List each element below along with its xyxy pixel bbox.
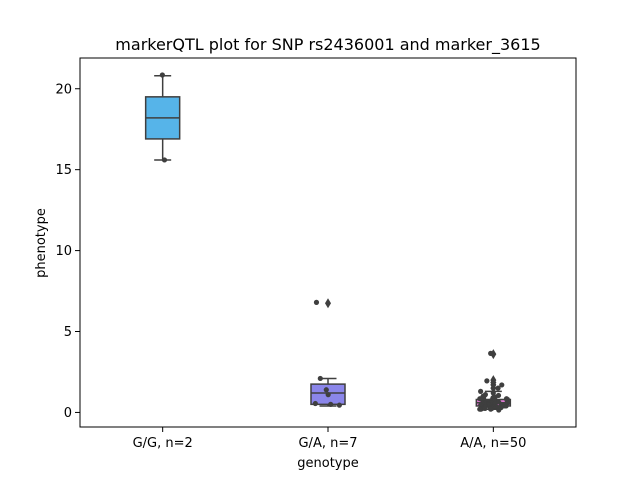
data-point xyxy=(495,385,501,391)
data-point xyxy=(488,350,494,356)
y-tick-label: 0 xyxy=(64,406,72,421)
data-point xyxy=(325,392,331,398)
x-tick-label: G/A, n=7 xyxy=(298,436,357,451)
data-point xyxy=(478,388,484,394)
y-tick-label: 5 xyxy=(64,325,72,340)
data-point xyxy=(488,406,494,412)
data-point xyxy=(477,406,483,412)
data-point xyxy=(328,401,334,407)
outlier-marker xyxy=(490,375,497,386)
data-point xyxy=(161,157,168,163)
data-point xyxy=(317,375,323,382)
data-point xyxy=(499,382,505,388)
y-tick-label: 10 xyxy=(55,244,72,259)
data-point xyxy=(159,72,165,78)
box-group xyxy=(144,75,181,161)
x-tick-label: G/G, n=2 xyxy=(133,436,193,451)
data-point xyxy=(336,402,342,408)
data-point xyxy=(323,387,329,393)
x-axis-label: genotype xyxy=(297,456,358,471)
chart-title: markerQTL plot for SNP rs2436001 and mar… xyxy=(115,35,540,55)
y-axis: 0 5 10 15 20 xyxy=(55,82,80,421)
data-point xyxy=(482,405,488,411)
data-point xyxy=(312,400,318,407)
y-tick-label: 15 xyxy=(55,163,72,178)
x-axis: G/G, n=2 G/A, n=7 A/A, n=50 xyxy=(133,427,526,451)
data-point xyxy=(496,407,502,413)
x-tick-label: A/A, n=50 xyxy=(460,436,526,451)
plot-area xyxy=(144,72,512,413)
data-point xyxy=(313,299,320,305)
y-tick-label: 20 xyxy=(55,82,72,97)
data-point xyxy=(490,390,496,396)
outlier-marker xyxy=(325,298,331,309)
data-point xyxy=(484,378,490,384)
y-axis-label: phenotype xyxy=(34,208,49,278)
